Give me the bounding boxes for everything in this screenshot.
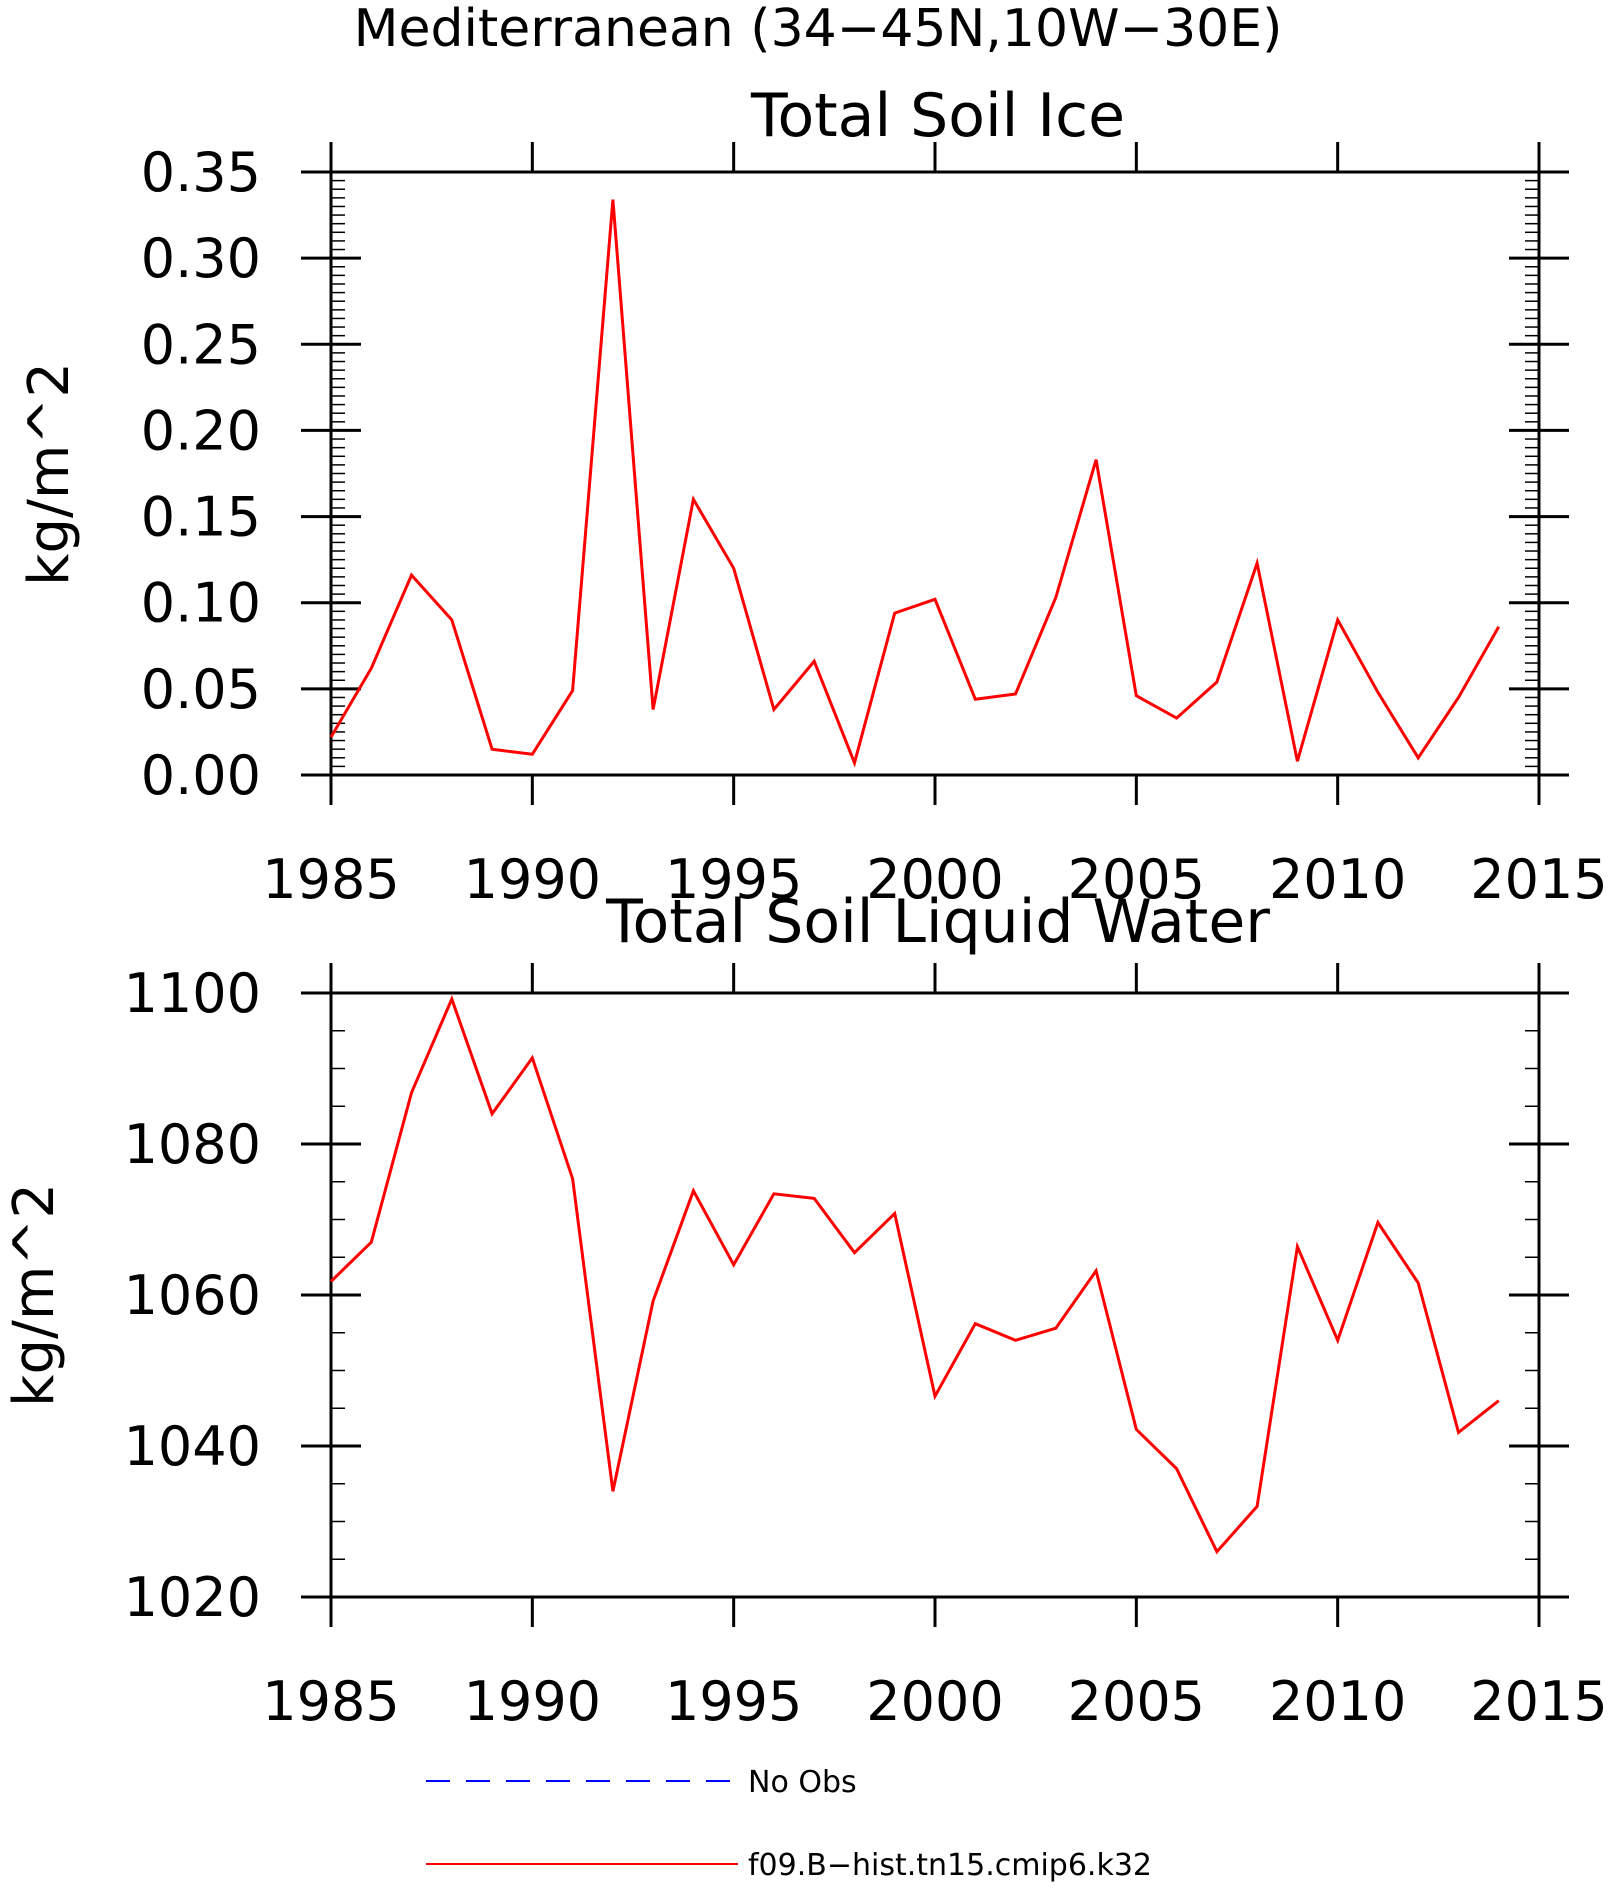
y-tick-labels-soil-ice: 0.00 0.05 0.10 0.15 0.20 0.25 0.30 0.35 (141, 141, 261, 807)
x-tick-label: 1990 (464, 1670, 601, 1733)
legend-entry-no-obs: No Obs (426, 1765, 857, 1800)
x-tick-label: 1985 (262, 848, 399, 911)
panel-title-soil-ice: Total Soil Ice (750, 81, 1125, 151)
x-tick-labels-soil-ice: 1985 1990 1995 2000 2005 2010 2015 (262, 848, 1607, 911)
x-tick-label: 2000 (866, 848, 1003, 911)
series-soil-liquid-water (329, 994, 1500, 1555)
y-tick-label: 0.25 (141, 313, 261, 376)
major-ticks-soil-ice (301, 142, 1569, 805)
panel-soil-ice: Total Soil Ice 1985 1990 1995 2000 2005 2010 2… (17, 81, 1608, 911)
plot-frame-soil-ice (329, 170, 1541, 777)
legend-label-no-obs: No Obs (748, 1765, 857, 1800)
y-axis-label-soil-liquid-water: kg/m^2 (2, 1183, 67, 1407)
x-tick-label: 2010 (1269, 1670, 1406, 1733)
y-tick-label: 1060 (124, 1264, 261, 1327)
x-tick-label: 1990 (464, 848, 601, 911)
legend-label-model: f09.B−hist.tn15.cmip6.k32 (748, 1848, 1152, 1883)
x-tick-label: 1985 (262, 1670, 399, 1733)
y-tick-label: 0.10 (141, 572, 261, 635)
legend: No Obs f09.B−hist.tn15.cmip6.k32 (426, 1765, 1152, 1883)
x-tick-label: 2010 (1269, 848, 1406, 911)
series-line (329, 199, 1501, 768)
panel-soil-liquid-water: Total Soil Liquid Water 1985 1990 1995 2000… (2, 887, 1608, 1733)
panel-title-soil-liquid-water: Total Soil Liquid Water (605, 887, 1270, 957)
y-tick-label: 0.00 (141, 744, 261, 807)
y-tick-label: 0.30 (141, 227, 261, 290)
y-tick-label: 1040 (124, 1415, 261, 1478)
y-tick-label: 0.05 (141, 658, 261, 721)
series-soil-ice (329, 199, 1501, 768)
y-tick-label: 0.35 (141, 141, 261, 204)
y-tick-label: 1080 (124, 1113, 261, 1176)
x-tick-label: 2005 (1068, 848, 1205, 911)
y-tick-label: 0.15 (141, 486, 261, 549)
series-line (329, 994, 1500, 1555)
y-tick-label: 1100 (124, 962, 261, 1025)
y-axis-label-soil-ice: kg/m^2 (17, 362, 82, 586)
minor-ticks-soil-liquid-water (331, 1030, 1539, 1560)
y-tick-labels-soil-liquid-water: 1020 1040 1060 1080 1100 (124, 962, 261, 1629)
figure-title: Mediterranean (34−45N,10W−30E) (354, 0, 1283, 59)
y-tick-label: 1020 (124, 1566, 261, 1629)
x-tick-label: 2015 (1470, 848, 1607, 911)
x-tick-label: 1995 (665, 848, 802, 911)
y-tick-label: 0.20 (141, 399, 261, 462)
x-tick-label: 2005 (1068, 1670, 1205, 1733)
x-tick-label: 1995 (665, 1670, 802, 1733)
x-tick-label: 2015 (1470, 1670, 1607, 1733)
legend-entry-model: f09.B−hist.tn15.cmip6.k32 (426, 1848, 1152, 1883)
minor-ticks-soil-ice (331, 179, 1539, 768)
x-tick-labels-soil-liquid-water: 1985 1990 1995 2000 2005 2010 2015 (262, 1670, 1607, 1733)
x-tick-label: 2000 (866, 1670, 1003, 1733)
major-ticks-soil-liquid-water (301, 963, 1569, 1627)
